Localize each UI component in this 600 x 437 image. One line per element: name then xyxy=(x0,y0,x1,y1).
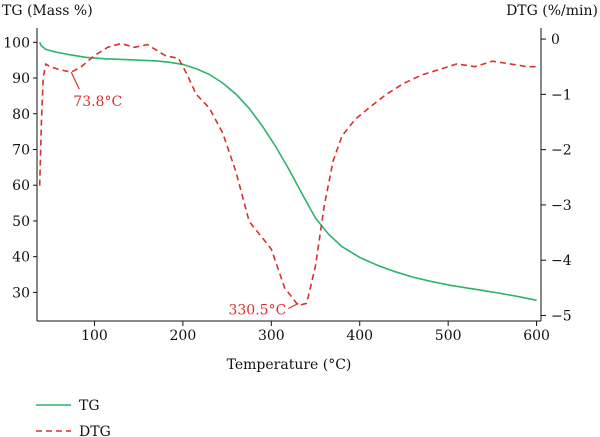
annotation-peak-330-5: 330.5°C xyxy=(228,303,286,319)
x-tick-label: 200 xyxy=(170,328,197,344)
series-line-tg xyxy=(38,41,537,302)
legend-label-tg: TG xyxy=(79,398,100,414)
y-left-tick-label: 90 xyxy=(12,71,30,87)
y-left-tick-label: 100 xyxy=(3,35,30,51)
ticks: 100 200 300 400 500 600 30 40 50 60 70 80 90 100 0 −1 −2… xyxy=(3,32,571,344)
x-tick-label: 600 xyxy=(523,328,550,344)
x-tick-label: 500 xyxy=(435,328,462,344)
y-right-axis-title: DTG (%/min) xyxy=(506,3,598,19)
legend: TG DTG xyxy=(36,398,111,437)
series-line-dtg xyxy=(38,42,537,307)
x-tick-label: 300 xyxy=(258,328,285,344)
y-right-tick-label: −5 xyxy=(551,308,572,324)
x-tick-label: 400 xyxy=(346,328,373,344)
annotation-leader-line xyxy=(288,302,299,310)
y-left-tick-label: 40 xyxy=(12,250,30,266)
y-left-tick-label: 50 xyxy=(12,214,30,230)
y-left-tick-label: 80 xyxy=(12,107,30,123)
annotation-layer: 73.8°C 330.5°C xyxy=(70,71,299,319)
y-left-tick-label: 30 xyxy=(12,285,30,301)
y-left-tick-label: 70 xyxy=(12,142,30,158)
series-layer xyxy=(38,41,537,307)
y-right-tick-label: −2 xyxy=(551,143,572,159)
y-left-axis-title: TG (Mass %) xyxy=(2,3,93,19)
y-left-tick-label: 60 xyxy=(12,178,30,194)
legend-label-dtg: DTG xyxy=(79,424,111,437)
y-right-tick-label: −1 xyxy=(551,87,572,103)
y-right-tick-label: −4 xyxy=(551,253,572,269)
annotation-leader-line xyxy=(70,71,80,90)
y-right-tick-label: 0 xyxy=(551,32,560,48)
annotation-peak-73-8: 73.8°C xyxy=(73,94,122,110)
y-right-tick-label: −3 xyxy=(551,198,572,214)
x-tick-label: 100 xyxy=(81,328,108,344)
x-axis-title: Temperature (°C) xyxy=(227,357,352,373)
plot-frame xyxy=(36,28,542,322)
